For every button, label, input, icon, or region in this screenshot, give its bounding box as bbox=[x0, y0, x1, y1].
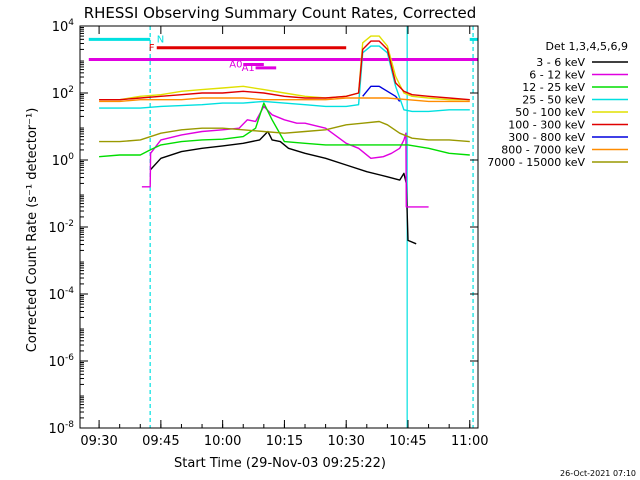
series-line-2 bbox=[99, 102, 470, 158]
y-tick-label-3: 10-2 bbox=[48, 219, 74, 236]
series-line-3 bbox=[99, 45, 470, 113]
state-bar-label-4: A1 bbox=[242, 63, 255, 74]
series-line-6 bbox=[362, 85, 401, 102]
state-bar-label-3: A0 bbox=[229, 60, 242, 71]
series-line-5 bbox=[99, 40, 470, 101]
series-line-0 bbox=[149, 130, 417, 245]
legend-label-6: 300 - 800 keV bbox=[508, 131, 585, 144]
x-tick-label-3: 10:15 bbox=[266, 434, 303, 449]
y-tick-label-2: 100 bbox=[52, 152, 75, 169]
footer-timestamp: 26-Oct-2021 07:10 bbox=[560, 469, 636, 478]
chart-title: RHESSI Observing Summary Count Rates, Co… bbox=[84, 4, 477, 22]
y-tick-label-1: 102 bbox=[52, 85, 74, 102]
legend-title: Det 1,3,4,5,6,9 bbox=[545, 40, 628, 53]
legend-label-4: 50 - 100 keV bbox=[515, 106, 585, 119]
x-tick-label-6: 11:00 bbox=[451, 434, 488, 449]
x-tick-label-4: 10:30 bbox=[327, 434, 364, 449]
series-line-1 bbox=[141, 105, 429, 208]
series-line-7 bbox=[99, 97, 470, 103]
y-tick-label-5: 10-6 bbox=[48, 353, 74, 370]
y-axis-label: Corrected Count Rate (s⁻¹ detector⁻¹) bbox=[25, 108, 40, 353]
legend-label-7: 800 - 7000 keV bbox=[501, 144, 585, 157]
y-tick-label-4: 10-4 bbox=[48, 286, 74, 303]
axes-layer: 09:30 09:45 10:00 10:15 10:30 10:45 11:00 104 10… bbox=[48, 18, 488, 449]
legend-label-8: 7000 - 15000 keV bbox=[487, 156, 585, 169]
x-axis-label: Start Time (29-Nov-03 09:25:22) bbox=[174, 456, 386, 471]
series-line-8 bbox=[99, 120, 470, 143]
legend-label-5: 100 - 300 keV bbox=[508, 119, 585, 132]
x-tick-label-0: 09:30 bbox=[80, 434, 117, 449]
x-tick-label-2: 10:00 bbox=[204, 434, 241, 449]
y-tick-label-0: 104 bbox=[52, 18, 75, 35]
y-tick-label-6: 10-8 bbox=[48, 420, 74, 437]
legend-label-2: 12 - 25 keV bbox=[522, 81, 585, 94]
state-bar-label-1: F bbox=[149, 43, 155, 54]
legend-label-3: 25 - 50 keV bbox=[522, 94, 585, 107]
legend-label-1: 6 - 12 keV bbox=[529, 69, 585, 82]
x-tick-label-5: 10:45 bbox=[389, 434, 426, 449]
x-tick-label-1: 09:45 bbox=[142, 434, 179, 449]
legend-label-0: 3 - 6 keV bbox=[536, 56, 585, 69]
state-bar-label-0: N bbox=[157, 34, 164, 45]
